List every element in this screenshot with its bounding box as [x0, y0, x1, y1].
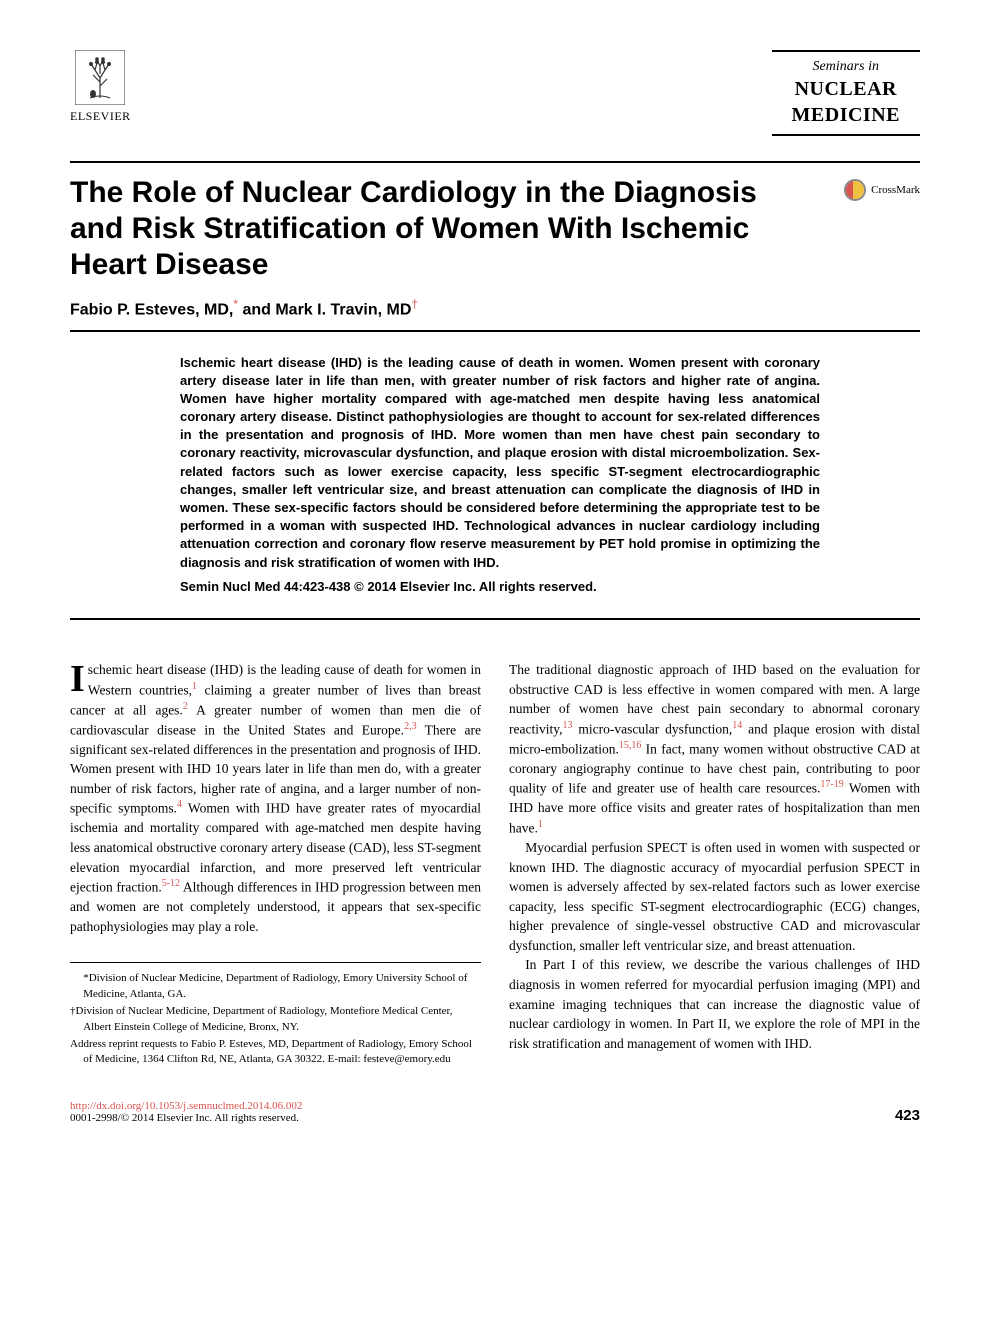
page-header: ELSEVIER Seminars in NUCLEAR MEDICINE: [70, 50, 920, 136]
crossmark-icon: [844, 179, 866, 201]
journal-line1: Seminars in: [792, 58, 900, 76]
authors-line: Fabio P. Esteves, MD,* and Mark I. Travi…: [70, 297, 920, 331]
left-column: Ischemic heart disease (IHD) is the lead…: [70, 660, 481, 1070]
abstract-block: Ischemic heart disease (IHD) is the lead…: [180, 354, 820, 596]
crossmark-label: CrossMark: [871, 184, 920, 196]
ref-15-16[interactable]: 15,16: [619, 740, 642, 751]
ref-17-19[interactable]: 17-19: [820, 779, 843, 790]
elsevier-tree-icon: [75, 50, 125, 105]
author-2-mark: †: [411, 297, 418, 311]
left-paragraph-1: Ischemic heart disease (IHD) is the lead…: [70, 660, 481, 936]
doi-link[interactable]: http://dx.doi.org/10.1053/j.semnuclmed.2…: [70, 1100, 302, 1112]
dropcap: I: [70, 660, 88, 695]
article-title: The Role of Nuclear Cardiology in the Di…: [70, 175, 790, 283]
publisher-name: ELSEVIER: [70, 109, 131, 124]
journal-line2: NUCLEAR: [792, 76, 900, 102]
footnote-divider: [70, 962, 481, 963]
ref-5-12[interactable]: 5-12: [162, 878, 180, 889]
footnote-1: *Division of Nuclear Medicine, Departmen…: [70, 971, 481, 1002]
page-footer: http://dx.doi.org/10.1053/j.semnuclmed.2…: [70, 1100, 920, 1124]
right-paragraph-1: The traditional diagnostic approach of I…: [509, 660, 920, 838]
copyright-line: 0001-2998/© 2014 Elsevier Inc. All right…: [70, 1112, 302, 1124]
ref-2-3[interactable]: 2,3: [404, 721, 417, 732]
abstract-citation: Semin Nucl Med 44:423-438 © 2014 Elsevie…: [180, 578, 820, 596]
journal-line3: MEDICINE: [792, 102, 900, 128]
author-2: Mark I. Travin, MD: [275, 302, 411, 319]
crossmark-badge[interactable]: CrossMark: [844, 179, 920, 201]
right-paragraph-2: Myocardial perfusion SPECT is often used…: [509, 838, 920, 955]
page-number: 423: [895, 1107, 920, 1124]
footnote-2: †Division of Nuclear Medicine, Departmen…: [70, 1004, 481, 1035]
abstract-text: Ischemic heart disease (IHD) is the lead…: [180, 354, 820, 572]
footnote-3: Address reprint requests to Fabio P. Est…: [70, 1037, 481, 1068]
footnotes: *Division of Nuclear Medicine, Departmen…: [70, 971, 481, 1067]
ref-13[interactable]: 13: [562, 720, 572, 731]
right-paragraph-3: In Part I of this review, we describe th…: [509, 955, 920, 1053]
authors-joiner: and: [238, 302, 275, 319]
author-1: Fabio P. Esteves, MD,: [70, 302, 233, 319]
publisher-logo: ELSEVIER: [70, 50, 131, 124]
ref-14[interactable]: 14: [732, 720, 742, 731]
footer-left: http://dx.doi.org/10.1053/j.semnuclmed.2…: [70, 1100, 302, 1124]
right-column: The traditional diagnostic approach of I…: [509, 660, 920, 1070]
journal-title-box: Seminars in NUCLEAR MEDICINE: [772, 50, 920, 136]
title-section: The Role of Nuclear Cardiology in the Di…: [70, 161, 920, 283]
ref-1b[interactable]: 1: [538, 819, 543, 830]
abstract-divider: [70, 618, 920, 620]
body-columns: Ischemic heart disease (IHD) is the lead…: [70, 660, 920, 1070]
